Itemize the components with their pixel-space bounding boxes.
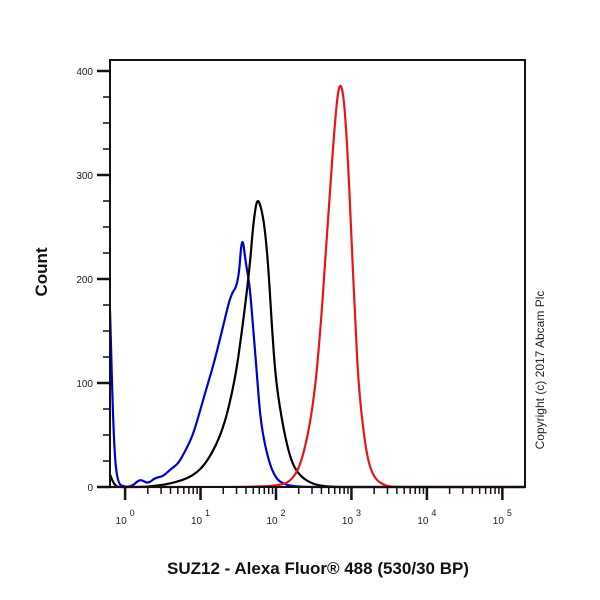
x-tick-exponent: 3 (356, 508, 361, 518)
y-axis-title: Count (32, 247, 51, 296)
series-suz12-antibody (109, 84, 525, 489)
x-tick-exponent: 0 (130, 508, 135, 518)
x-tick-exponent: 2 (280, 508, 285, 518)
y-axis-ticks: 0 100 200 300 400 (76, 67, 110, 494)
x-tick-exponent: 4 (431, 508, 436, 518)
x-tick-exponent: 1 (205, 508, 210, 518)
x-tick-label: 10 (266, 516, 278, 527)
x-tick-label: 10 (116, 516, 128, 527)
x-tick-label: 10 (191, 516, 203, 527)
x-axis-title: SUZ12 - Alexa Fluor® 488 (530/30 BP) (167, 559, 469, 578)
y-tick-label: 200 (76, 275, 93, 286)
copyright-annotation: Copyright (c) 2017 Abcam Plc (533, 291, 547, 450)
y-tick-label: 300 (76, 171, 93, 182)
x-tick-label: 10 (342, 516, 354, 527)
x-tick-label: 10 (493, 516, 505, 527)
y-tick-label: 100 (76, 379, 93, 390)
x-tick-exponent: 5 (507, 508, 512, 518)
y-tick-label: 400 (76, 67, 93, 78)
plot-frame (109, 59, 526, 488)
x-tick-label: 10 (417, 516, 429, 527)
y-tick-label: 0 (87, 483, 93, 494)
